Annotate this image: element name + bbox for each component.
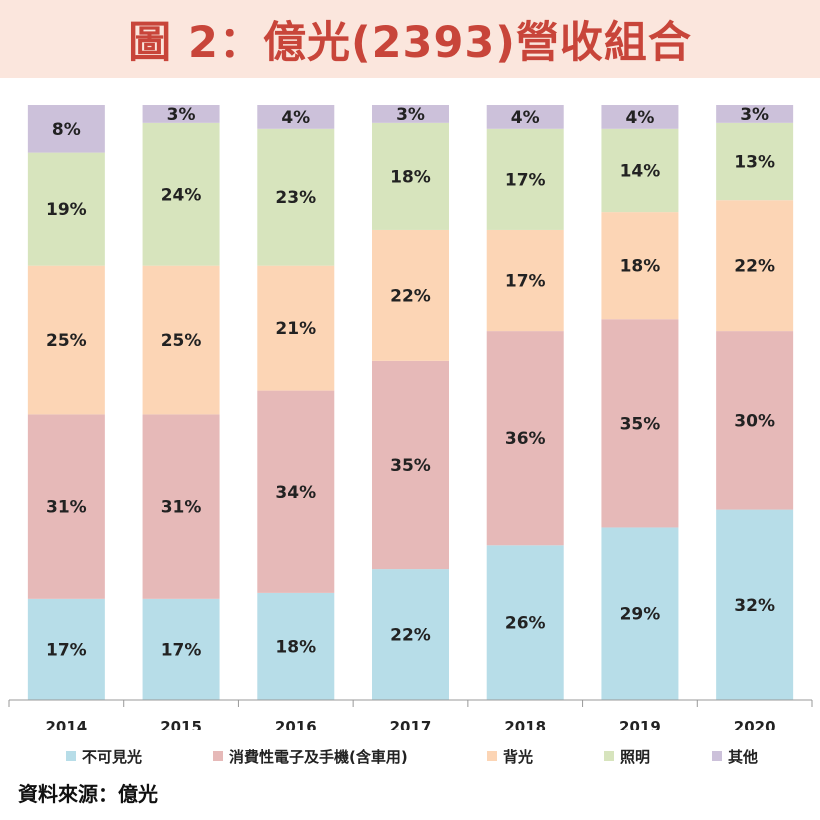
bar-segment-2018-4 (486, 105, 564, 129)
bar-segment-2014-2 (27, 265, 105, 415)
legend-label: 其他 (728, 747, 759, 766)
data-label-2014-2: 25% (46, 331, 87, 351)
bar-segment-2019-0 (601, 527, 679, 700)
data-label-2014-4: 8% (52, 120, 81, 140)
data-label-2017-2: 22% (390, 286, 431, 306)
legend-label: 不可見光 (82, 747, 143, 766)
title-band (0, 0, 820, 78)
x-tick-label-2019: 2019 (619, 718, 661, 730)
bar-segment-2015-2 (142, 265, 220, 415)
stacked-bar-chart: 17% 31% 25% 19% 8% 2014 17% 31% 25% 24% 3% 2015 18% 3… (8, 105, 813, 730)
data-label-2018-0: 26% (505, 614, 546, 634)
bar-segment-2015-3 (142, 122, 220, 266)
x-tick-label-2014: 2014 (45, 718, 87, 730)
data-label-2016-2: 21% (275, 319, 316, 339)
legend-swatch (604, 751, 614, 761)
bar-segment-2014-4 (27, 105, 105, 153)
data-label-2018-3: 17% (505, 170, 546, 190)
data-label-2020-4: 3% (740, 105, 769, 125)
bar-segment-2019-4 (601, 105, 679, 129)
data-label-2018-4: 4% (511, 108, 540, 128)
legend-swatch (487, 751, 497, 761)
data-label-2014-0: 17% (46, 640, 87, 660)
bar-segment-2019-1 (601, 319, 679, 528)
data-label-2019-0: 29% (620, 605, 661, 625)
data-label-2018-2: 17% (505, 272, 546, 292)
data-label-2020-1: 30% (734, 411, 775, 431)
bar-segment-2017-2 (372, 229, 449, 361)
data-label-2019-1: 35% (620, 414, 661, 434)
bar-segment-2015-4 (142, 105, 220, 123)
data-label-2016-4: 4% (281, 108, 310, 128)
bar-segment-2016-1 (257, 390, 335, 593)
x-tick-label-2015: 2015 (160, 718, 202, 730)
data-label-2019-3: 14% (620, 161, 661, 181)
data-label-2020-2: 22% (734, 257, 775, 277)
data-label-2017-0: 22% (390, 626, 431, 646)
legend-label: 背光 (503, 747, 534, 766)
data-label-2015-2: 25% (161, 331, 202, 351)
legend: 不可見光 消費性電子及手機(含車用) 背光 照明 其他 (0, 744, 820, 768)
legend-item-1: 消費性電子及手機(含車用) (213, 744, 408, 768)
bar-segment-2016-0 (257, 592, 335, 700)
legend-swatch (66, 751, 76, 761)
bar-segment-2017-1 (372, 360, 449, 570)
data-label-2019-2: 18% (620, 257, 661, 277)
legend-item-2: 背光 (487, 744, 533, 768)
bar-segment-2018-2 (486, 229, 564, 332)
bar-segment-2020-0 (716, 509, 794, 700)
data-label-2016-0: 18% (275, 637, 316, 657)
data-label-2015-1: 31% (161, 498, 202, 518)
data-label-2016-1: 34% (275, 483, 316, 503)
legend-label: 照明 (620, 747, 651, 766)
bar-segment-2018-0 (486, 545, 564, 700)
x-tick-label-2018: 2018 (504, 718, 546, 730)
data-label-2017-4: 3% (396, 105, 425, 125)
data-label-2018-1: 36% (505, 429, 546, 449)
bar-segment-2016-4 (257, 105, 335, 129)
legend-label: 消費性電子及手機(含車用) (229, 747, 408, 766)
bar-segment-2015-1 (142, 414, 220, 599)
bar-segment-2017-3 (372, 122, 449, 230)
data-label-2016-3: 23% (275, 188, 316, 208)
bar-segment-2020-4 (716, 105, 794, 123)
legend-swatch (213, 751, 223, 761)
bar-segment-2014-3 (27, 152, 105, 266)
bar-segment-2020-1 (716, 331, 794, 510)
data-label-2014-1: 31% (46, 498, 87, 518)
bar-segment-2014-0 (27, 598, 105, 700)
bar-segment-2015-0 (142, 598, 220, 700)
data-label-2019-4: 4% (625, 108, 654, 128)
legend-swatch (712, 751, 722, 761)
x-tick-label-2017: 2017 (390, 718, 432, 730)
chart-title: 圖 2：億光(2393)營收組合 (128, 18, 692, 68)
data-label-2015-0: 17% (161, 640, 202, 660)
x-tick-label-2016: 2016 (275, 718, 317, 730)
bar-segment-2014-1 (27, 414, 105, 599)
legend-item-3: 照明 (604, 744, 650, 768)
data-label-2017-3: 18% (390, 167, 431, 187)
bar-segment-2020-2 (716, 200, 794, 332)
bar-segment-2020-3 (716, 122, 794, 201)
x-tick-label-2020: 2020 (734, 718, 776, 730)
bar-segment-2018-1 (486, 331, 564, 546)
data-label-2015-4: 3% (167, 105, 196, 125)
data-label-2015-3: 24% (161, 185, 202, 205)
bar-segment-2019-2 (601, 212, 679, 320)
bar-segment-2016-2 (257, 265, 335, 391)
data-label-2020-3: 13% (734, 153, 775, 173)
data-label-2017-1: 35% (390, 456, 431, 476)
bar-segment-2017-4 (372, 105, 449, 123)
bar-segment-2019-3 (601, 128, 679, 213)
legend-item-0: 不可見光 (66, 744, 142, 768)
data-label-2020-0: 32% (734, 596, 775, 616)
source-note: 資料來源：億光 (18, 782, 158, 806)
bar-segment-2017-0 (372, 569, 449, 700)
legend-item-4: 其他 (712, 744, 758, 768)
data-label-2014-3: 19% (46, 200, 87, 220)
bar-segment-2016-3 (257, 128, 335, 266)
bar-segment-2018-3 (486, 128, 564, 230)
